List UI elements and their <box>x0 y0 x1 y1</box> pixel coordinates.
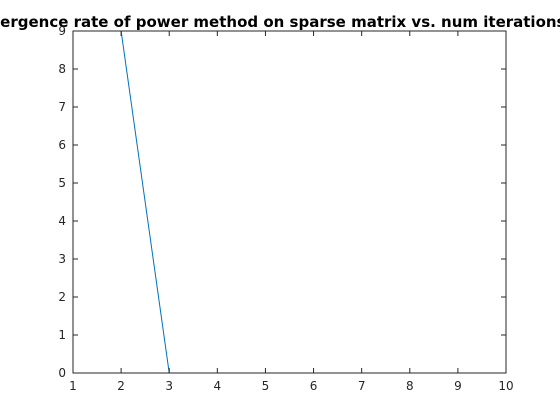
y-tick-label-6: 6 <box>58 138 66 152</box>
x-tick-label-9: 9 <box>454 379 462 393</box>
y-tick-label-4: 4 <box>58 214 66 228</box>
axes-box <box>72 30 507 374</box>
y-tick-label-1: 1 <box>58 328 66 342</box>
x-tick-label-10: 10 <box>498 379 513 393</box>
y-tick-label-9: 9 <box>58 24 66 38</box>
series-line-1 <box>73 30 506 374</box>
x-tick-label-5: 5 <box>262 379 270 393</box>
x-tick-label-2: 2 <box>117 379 125 393</box>
x-tick-label-6: 6 <box>310 379 318 393</box>
y-tick-label-2: 2 <box>58 290 66 304</box>
y-tick-label-5: 5 <box>58 176 66 190</box>
x-tick-label-7: 7 <box>358 379 366 393</box>
x-tick-label-8: 8 <box>406 379 414 393</box>
y-tick-label-8: 8 <box>58 62 66 76</box>
chart-title: convergence rate of power method on spar… <box>0 13 560 31</box>
y-tick-label-3: 3 <box>58 252 66 266</box>
x-tick-label-3: 3 <box>165 379 173 393</box>
y-tick-label-0: 0 <box>58 366 66 380</box>
x-tick-label-1: 1 <box>69 379 77 393</box>
x-tick-label-4: 4 <box>214 379 222 393</box>
y-tick-label-7: 7 <box>58 100 66 114</box>
